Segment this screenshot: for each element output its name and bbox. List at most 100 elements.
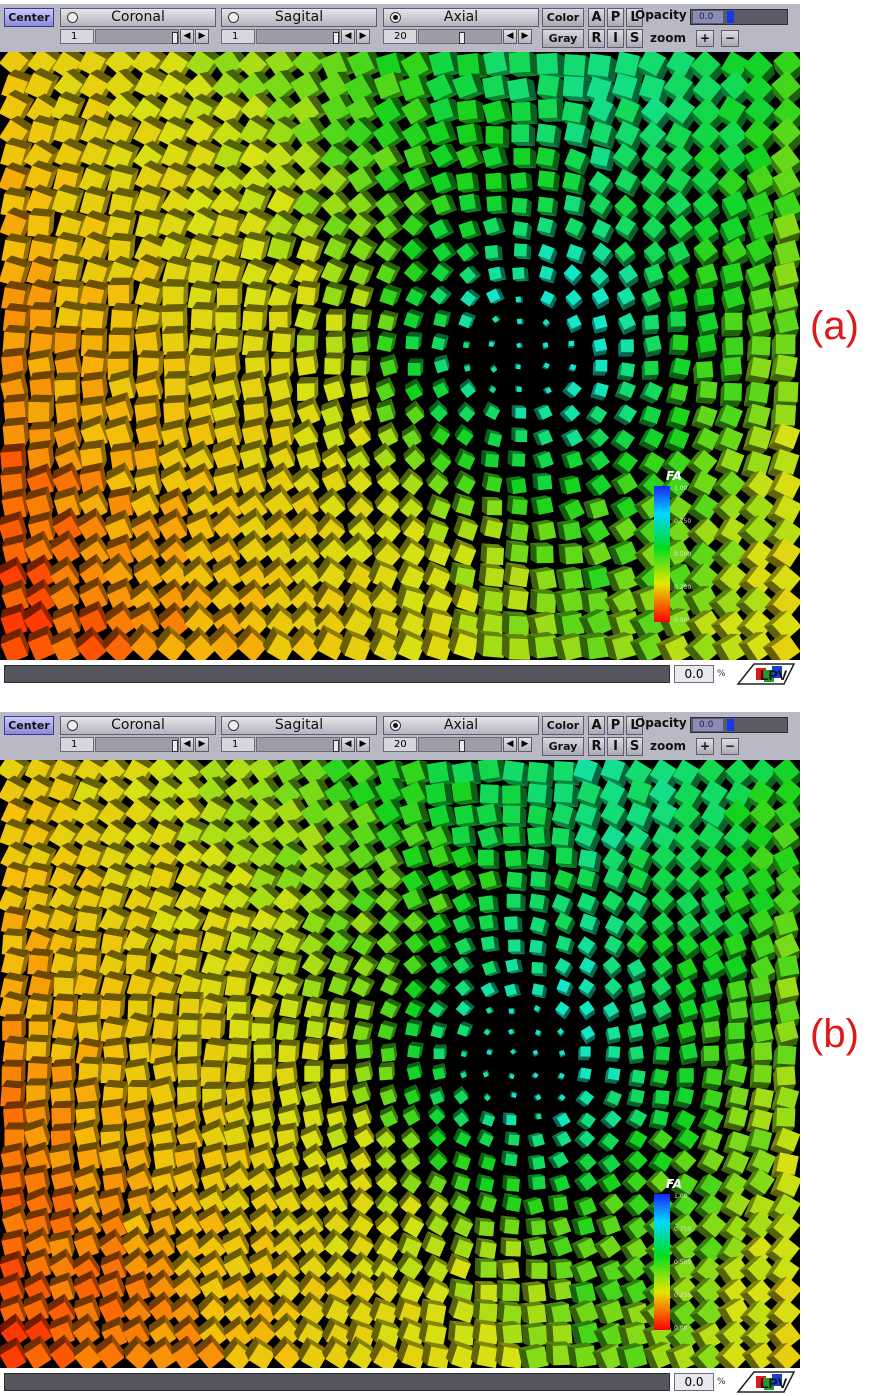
tensor-glyph <box>683 585 721 615</box>
zoom-in-button[interactable]: + <box>696 738 714 755</box>
color-button[interactable]: Color <box>542 8 584 27</box>
sagital-slider-track[interactable] <box>256 29 340 44</box>
next-arrow-icon[interactable]: ▶ <box>356 737 370 752</box>
orient-p-button[interactable]: P <box>607 8 624 27</box>
tensor-glyph <box>177 1034 202 1062</box>
tensor-glyph <box>593 1299 625 1325</box>
axial-slider-track[interactable] <box>418 29 502 44</box>
axial-slice-slider[interactable]: 20 ◀ ▶ <box>383 29 539 46</box>
tensor-glyph <box>549 1258 574 1279</box>
fa-gradient-bar <box>654 486 670 622</box>
tensor-glyph <box>427 913 453 934</box>
coronal-slice-value[interactable]: 1 <box>60 29 94 44</box>
opacity-slider[interactable]: 0.0 <box>690 717 788 733</box>
orient-r-button[interactable]: R <box>588 737 605 756</box>
tensor-glyph <box>379 283 402 306</box>
orient-a-button[interactable]: A <box>588 716 605 735</box>
orient-a-button[interactable]: A <box>588 8 605 27</box>
prev-arrow-icon[interactable]: ◀ <box>503 737 517 752</box>
coronal-slider-track[interactable] <box>95 29 179 44</box>
view-tab-coronal[interactable]: Coronal <box>60 8 216 27</box>
prev-arrow-icon[interactable]: ◀ <box>180 29 194 44</box>
axial-slice-slider[interactable]: 20 ◀ ▶ <box>383 737 539 754</box>
sagital-slider-track[interactable] <box>256 737 340 752</box>
tensor-glyph <box>480 935 500 953</box>
tensor-glyph <box>738 540 777 574</box>
sagital-slice-value[interactable]: 1 <box>221 29 255 44</box>
tensor-glyph <box>294 304 322 331</box>
slider-thumb[interactable] <box>333 740 339 752</box>
next-arrow-icon[interactable]: ▶ <box>518 29 532 44</box>
orient-i-button[interactable]: I <box>607 737 624 756</box>
orient-s-button[interactable]: S <box>626 29 643 48</box>
center-button[interactable]: Center <box>4 716 54 735</box>
axial-radio[interactable] <box>390 720 401 731</box>
prev-arrow-icon[interactable]: ◀ <box>341 737 355 752</box>
tensor-glyph <box>556 978 574 997</box>
slider-thumb[interactable] <box>172 32 178 44</box>
sagital-slice-slider[interactable]: 1 ◀ ▶ <box>221 737 377 754</box>
percent-field[interactable]: 0.0 <box>674 665 714 683</box>
sagital-slice-value[interactable]: 1 <box>221 737 255 752</box>
next-arrow-icon[interactable]: ▶ <box>195 29 209 44</box>
tensor-glyph <box>507 77 538 104</box>
tensor-glyph <box>428 934 452 954</box>
percent-field[interactable]: 0.0 <box>674 1373 714 1391</box>
coronal-slice-slider[interactable]: 1 ◀ ▶ <box>60 737 216 754</box>
coronal-radio[interactable] <box>67 12 78 23</box>
orient-l-button[interactable]: L <box>626 716 643 735</box>
view-tab-coronal[interactable]: Coronal <box>60 716 216 735</box>
glyph-viewport[interactable]: FA 1.00 0.750 0.500 0.250 0.00 <box>0 52 800 660</box>
sagital-slice-slider[interactable]: 1 ◀ ▶ <box>221 29 377 46</box>
zoom-in-button[interactable]: + <box>696 30 714 47</box>
opacity-slider[interactable]: 0.0 <box>690 9 788 25</box>
tensor-glyph <box>432 1063 447 1081</box>
glyph-viewport[interactable]: FA 1.00 0.750 0.500 0.250 0.00 <box>0 760 800 1368</box>
axial-slice-value[interactable]: 20 <box>383 737 417 752</box>
next-arrow-icon[interactable]: ▶ <box>518 737 532 752</box>
prev-arrow-icon[interactable]: ◀ <box>503 29 517 44</box>
slider-thumb[interactable] <box>459 32 465 44</box>
tensor-glyph <box>325 887 357 914</box>
slider-thumb[interactable] <box>459 740 465 752</box>
orient-r-button[interactable]: R <box>588 29 605 48</box>
slider-thumb[interactable] <box>333 32 339 44</box>
axial-slice-value[interactable]: 20 <box>383 29 417 44</box>
tensor-glyph <box>432 242 457 262</box>
view-tab-sagital[interactable]: Sagital <box>221 8 377 27</box>
coronal-slice-value[interactable]: 1 <box>60 737 94 752</box>
prev-arrow-icon[interactable]: ◀ <box>180 737 194 752</box>
gray-button[interactable]: Gray <box>542 737 584 756</box>
next-arrow-icon[interactable]: ▶ <box>195 737 209 752</box>
sagital-radio[interactable] <box>228 720 239 731</box>
tensor-glyph <box>475 630 506 658</box>
color-button[interactable]: Color <box>542 716 584 735</box>
gray-button[interactable]: Gray <box>542 29 584 48</box>
orient-l-button[interactable]: L <box>626 8 643 27</box>
orient-p-button[interactable]: P <box>607 716 624 735</box>
opacity-thumb[interactable] <box>727 719 734 731</box>
sagital-radio[interactable] <box>228 12 239 23</box>
coronal-radio[interactable] <box>67 720 78 731</box>
orient-s-button[interactable]: S <box>626 737 643 756</box>
tensor-glyph <box>591 314 608 335</box>
opacity-thumb[interactable] <box>727 11 734 23</box>
tensor-glyph <box>540 290 558 309</box>
zoom-out-button[interactable]: − <box>721 738 739 755</box>
tensor-glyph <box>574 1130 596 1149</box>
zoom-out-button[interactable]: − <box>721 30 739 47</box>
center-button[interactable]: Center <box>4 8 54 27</box>
coronal-slice-slider[interactable]: 1 ◀ ▶ <box>60 29 216 46</box>
orient-i-button[interactable]: I <box>607 29 624 48</box>
coronal-slider-track[interactable] <box>95 737 179 752</box>
view-tab-axial[interactable]: Axial <box>383 716 539 735</box>
tensor-glyph <box>477 585 505 612</box>
tensor-glyph <box>527 1132 545 1148</box>
prev-arrow-icon[interactable]: ◀ <box>341 29 355 44</box>
view-tab-axial[interactable]: Axial <box>383 8 539 27</box>
view-tab-sagital[interactable]: Sagital <box>221 716 377 735</box>
axial-slider-track[interactable] <box>418 737 502 752</box>
slider-thumb[interactable] <box>172 740 178 752</box>
next-arrow-icon[interactable]: ▶ <box>356 29 370 44</box>
axial-radio[interactable] <box>390 12 401 23</box>
